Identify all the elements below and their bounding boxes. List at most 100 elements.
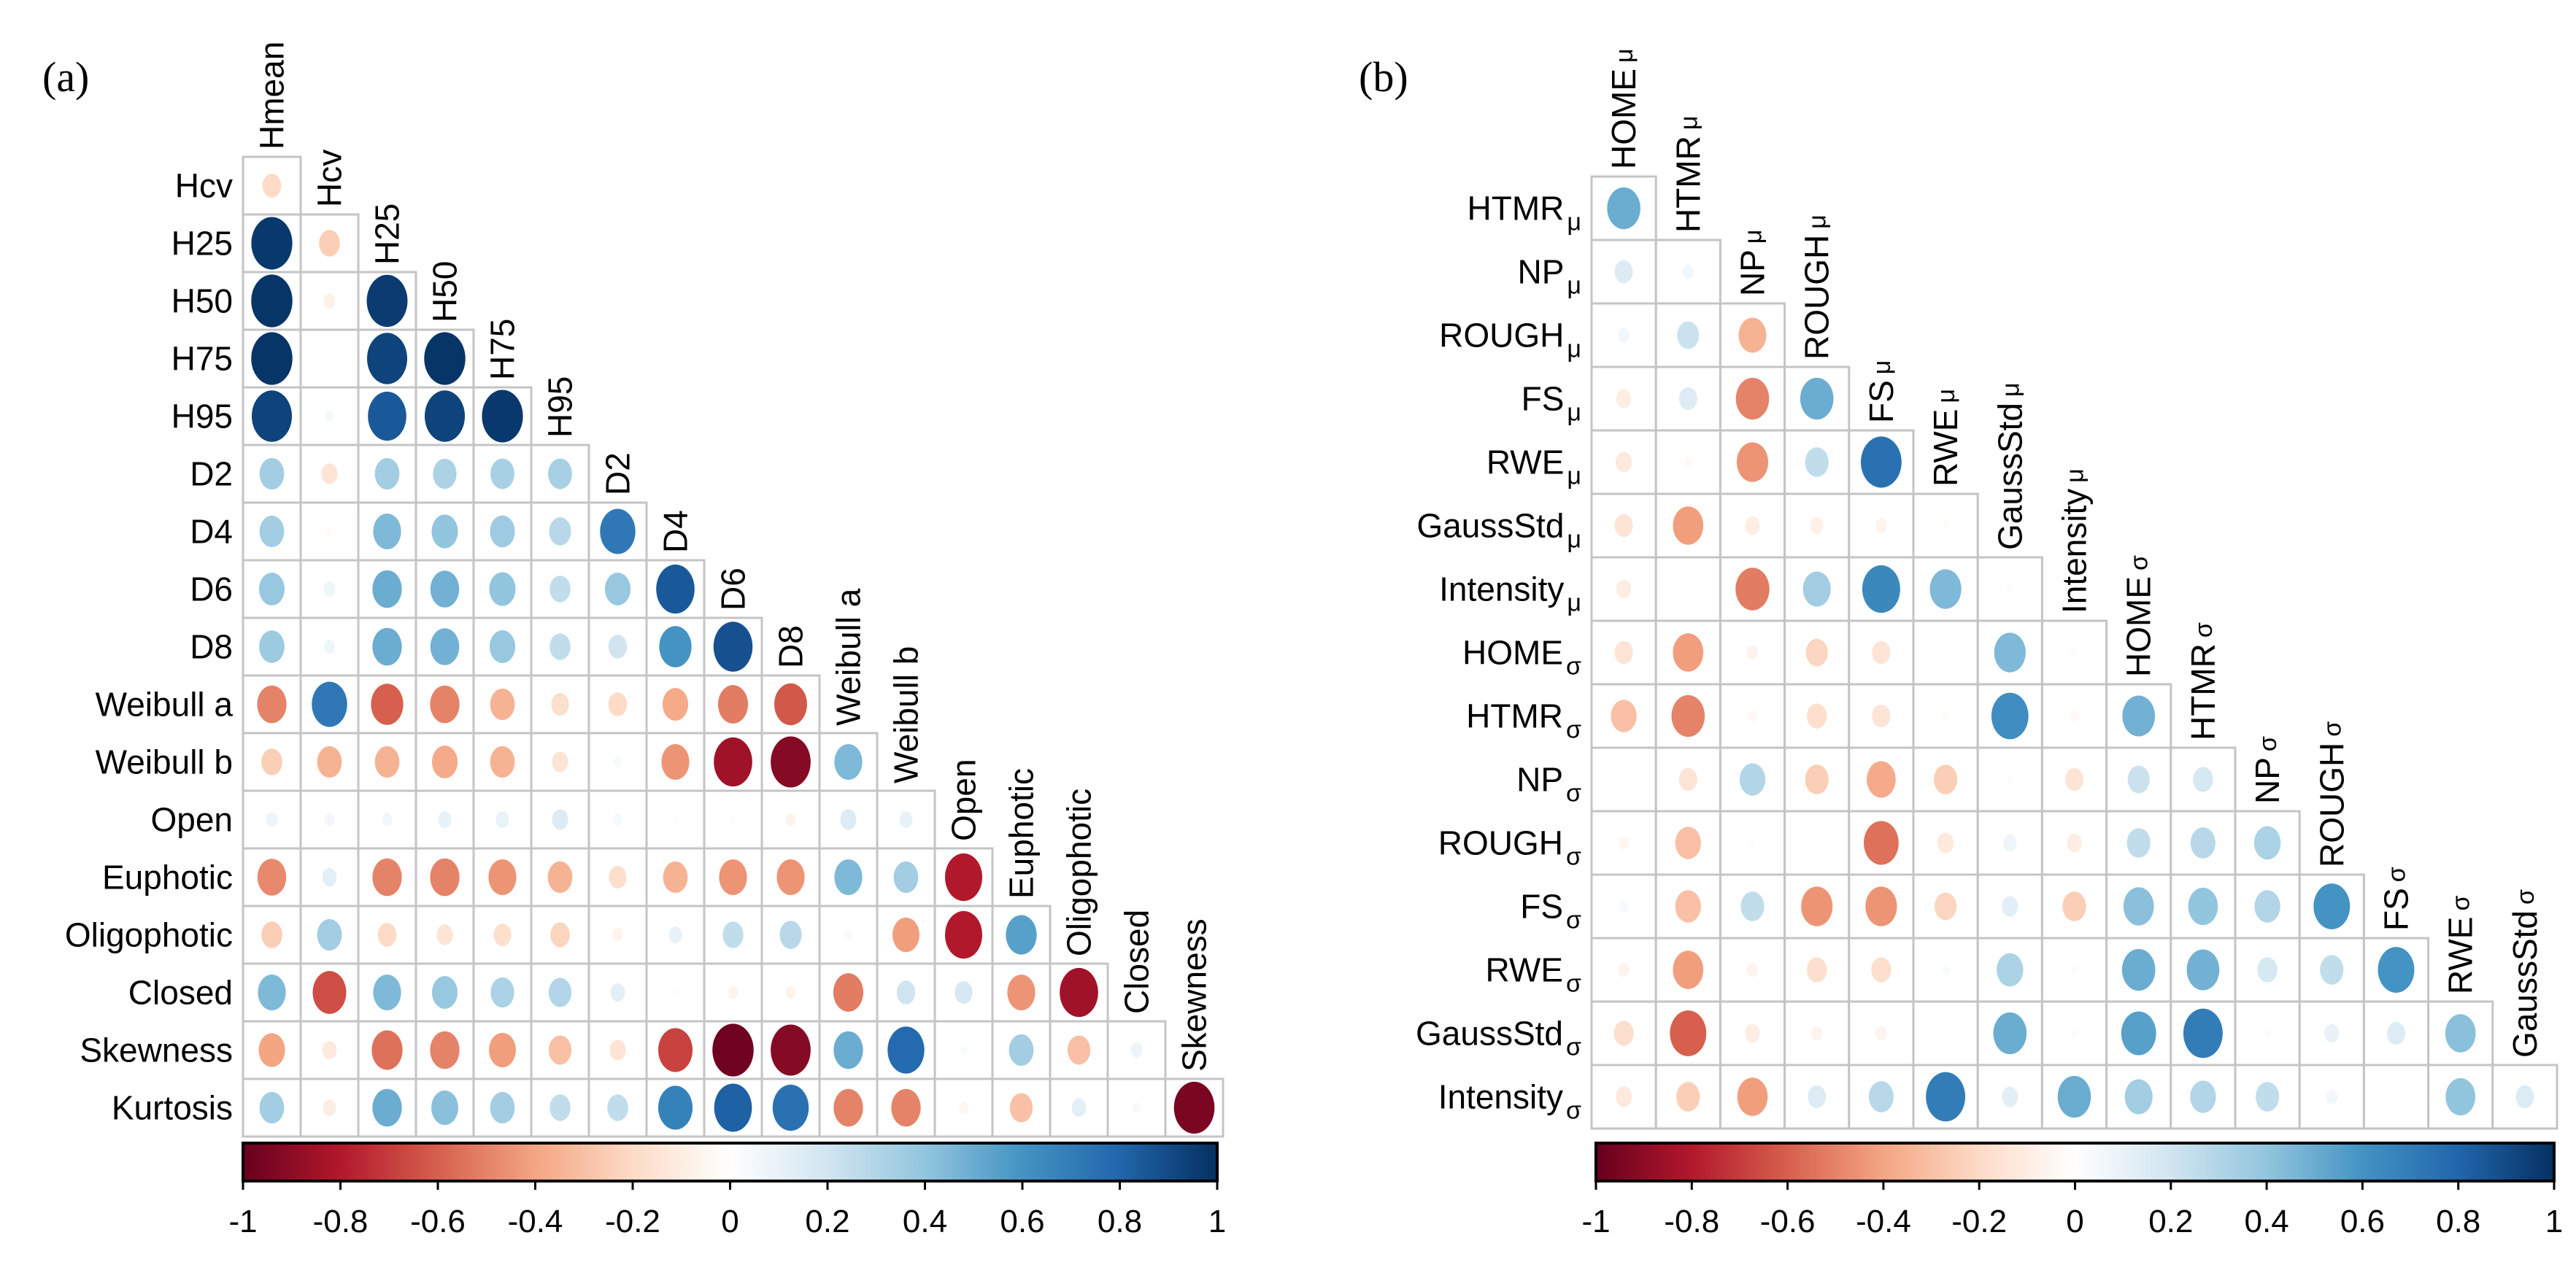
colorbar-tick-label: -0.4 [1856,1204,1911,1239]
correlation-cell [472,559,533,619]
correlation-cell [472,962,533,1023]
cell-border [1912,619,1979,686]
correlation-circle [424,332,466,385]
correlation-circle [656,564,695,614]
correlation-cell [414,386,475,446]
correlation-circle [550,922,570,948]
row-label-subscript: σ [1566,780,1581,808]
column-label-main: Closed [1118,910,1156,1014]
correlation-cell [1719,556,1786,622]
correlation-cell [1590,429,1657,495]
correlation-circle [374,457,400,490]
correlation-cell [703,1020,763,1080]
correlation-circle [549,1094,571,1121]
colorbar-gradient [242,1142,1219,1182]
correlation-circle [1937,832,1954,853]
correlation-circle [1675,890,1701,923]
column-label-main: NP [2248,757,2286,804]
correlation-circle [1810,517,1824,534]
correlation-circle [321,463,338,484]
correlation-circle [430,858,460,897]
correlation-cell [472,1020,533,1080]
correlation-cell [1912,746,1979,813]
row-label-subscript: μ [1567,462,1581,490]
colorbar-tick-label: 1 [2545,1204,2563,1239]
colorbar-tick-label: -1 [228,1204,257,1239]
correlation-circle [251,274,293,328]
colorbar-tick-label: -0.6 [1760,1204,1816,1239]
correlation-cell [1848,873,1915,940]
column-label: FS σ [2378,867,2415,931]
correlation-circle [834,744,863,780]
row-label-subscript: σ [1566,653,1581,681]
correlation-cell [242,559,302,619]
correlation-cell [587,559,648,619]
correlation-circle [833,973,864,1012]
row-label: NP μ [1518,253,1582,300]
correlation-cell [587,962,648,1023]
correlation-cell [1049,1077,1109,1138]
correlation-circle [1865,886,1897,926]
cell-border [2362,1064,2430,1130]
correlation-cell [299,1077,360,1138]
column-label: GaussStd σ [2506,889,2544,1058]
correlation-cell [587,732,648,792]
row-label: NP σ [1516,761,1581,808]
correlation-circle [2062,891,2086,921]
colorbar-tick-label: 0 [2066,1204,2083,1239]
correlation-cell [645,905,706,965]
correlation-cell [703,789,763,850]
correlation-circle [1616,389,1632,409]
correlation-cell [472,847,533,907]
correlation-circle [493,924,512,946]
row-label-main: HOME [1462,634,1563,672]
correlation-cell [587,674,648,735]
row-label-main: FS [1522,380,1565,418]
correlation-circle [840,809,857,830]
correlation-circle [1872,704,1891,728]
correlation-circle [258,572,285,606]
correlation-circle [258,975,286,1010]
correlation-cell [530,616,590,677]
correlation-cell [1912,1000,1979,1066]
correlation-cell [472,905,533,965]
correlation-circle [779,921,802,949]
column-label-main: H75 [484,319,522,380]
correlation-circle [1942,711,1949,721]
column-label-subscript: μ [1611,48,1638,63]
column-label: H50 [426,261,464,322]
correlation-circle [1006,915,1037,955]
correlation-cell [2234,937,2301,1003]
correlation-circle [1867,761,1896,798]
column-label: D8 [772,625,810,668]
correlation-cell [2105,1000,2172,1066]
column-label-subscript: σ [2383,867,2411,882]
column-label-subscript: μ [1675,116,1702,131]
column-label-main: HOME [2120,576,2158,677]
correlation-circle [1746,645,1759,660]
row-label: ROUGH σ [1438,824,1581,871]
correlation-circle [1802,571,1831,607]
column-label-subscript: μ [1997,382,2024,397]
correlation-cell [1654,746,1721,813]
correlation-cell [876,1020,936,1080]
correlation-circle [366,274,408,328]
row-label-main: D2 [190,455,233,493]
row-label: Intensity σ [1438,1078,1581,1125]
correlation-cell [1719,1064,1786,1130]
correlation-cell [1976,1064,2043,1130]
correlation-cell [1848,1000,1915,1066]
correlation-cell [2491,1064,2558,1130]
correlation-circle [312,971,347,1014]
correlation-circle [1071,1098,1087,1118]
correlation-cell [1719,937,1786,1003]
column-label-subscript: σ [2448,896,2475,911]
column-label-main: Euphotic [1003,768,1041,899]
correlation-cell [2040,1064,2108,1130]
correlation-cell [645,847,706,907]
correlation-circle [322,1040,337,1060]
column-label: Weibull a [830,588,868,726]
correlation-cell [299,501,360,562]
column-label-main: Hcv [311,150,349,207]
